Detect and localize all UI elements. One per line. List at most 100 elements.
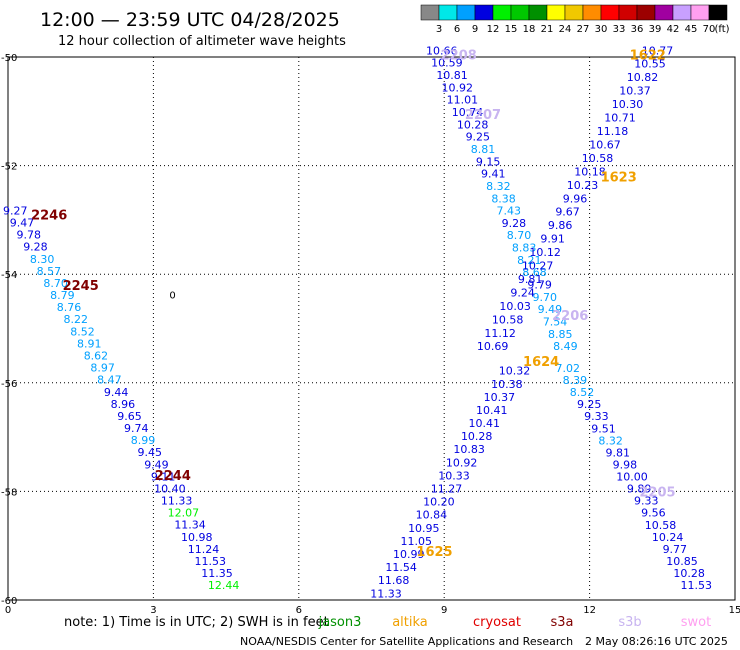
track-1622: 10.7710.5510.8210.3710.3010.7111.1810.67…: [477, 44, 673, 353]
wave-height-value: 11.35: [201, 567, 233, 580]
wave-height-value: 10.74: [452, 106, 484, 119]
wave-height-value: 9.77: [663, 543, 688, 556]
pass-label: 2208: [441, 48, 477, 63]
y-tick-label: -50: [1, 53, 17, 64]
colorbar-tick-label: 6: [454, 24, 460, 35]
wave-height-value: 9.15: [476, 155, 501, 168]
x-tick-label: 3: [150, 605, 156, 616]
pass-label: 2207: [465, 108, 501, 123]
pass-label: 2244: [155, 469, 191, 484]
wave-height-value: 9.33: [584, 410, 609, 423]
wave-height-value: 11.27: [431, 483, 463, 496]
wave-height-value: 12.07: [168, 507, 200, 520]
colorbar-tick-label: 39: [649, 24, 662, 35]
wave-height-value: 10.38: [491, 378, 523, 391]
wave-height-value: 8.49: [553, 340, 578, 353]
colorbar-tick-label: 9: [472, 24, 478, 35]
wave-height-value: 10.85: [666, 555, 698, 568]
wave-height-value: 9.45: [137, 446, 162, 459]
y-tick-label: -56: [1, 379, 17, 390]
wave-height-value: 7.54: [543, 316, 568, 329]
wave-height-value: 10.12: [529, 246, 561, 259]
wave-height-value: 9.79: [527, 279, 552, 292]
wave-height-value: 11.54: [385, 561, 417, 574]
wave-height-value: 8.99: [131, 434, 156, 447]
colorbar-swatch: [600, 4, 620, 21]
wave-height-value: 10.32: [499, 365, 531, 378]
colorbar-swatch: [654, 4, 674, 21]
pass-label: 1622: [630, 48, 666, 63]
wave-height-value: 9.98: [613, 458, 638, 471]
wave-height-value: 10.27: [522, 260, 554, 273]
map-title: 12:00 — 23:59 UTC 04/28/2025: [40, 9, 340, 31]
wave-height-value: 8.91: [77, 337, 102, 350]
wave-height-value: 9.74: [124, 422, 149, 435]
wave-height-value: 11.24: [188, 543, 220, 556]
wave-height-value: 11.33: [161, 495, 193, 508]
colorbar-tick-label: 12: [487, 24, 500, 35]
y-tick-label: -54: [1, 270, 17, 281]
wave-height-value: 10.84: [416, 509, 448, 522]
wave-height-value: 9.89: [627, 483, 652, 496]
colorbar-tick-label: 36: [631, 24, 644, 35]
pass-label: 2245: [63, 279, 99, 294]
wave-height-value: 8.47: [97, 374, 122, 387]
colorbar-swatch: [618, 4, 638, 21]
wave-height-value: 9.25: [577, 398, 602, 411]
wave-height-value: 8.79: [50, 289, 75, 302]
colorbar-swatch: [690, 4, 710, 21]
wave-height-value: 10.98: [181, 531, 213, 544]
colorbar-tick-label: 24: [559, 24, 572, 35]
wave-height-value: 10.41: [469, 417, 501, 430]
colorbar-tick-label: 27: [577, 24, 590, 35]
wave-height-value: 10.23: [567, 179, 599, 192]
wave-height-value: 9.81: [605, 446, 630, 459]
wave-height-value: 10.37: [484, 391, 516, 404]
colorbar-tick-label: 30: [595, 24, 608, 35]
wave-height-value: 9.27: [3, 204, 28, 217]
wave-height-value: 8.39: [563, 374, 588, 387]
y-tick-label: -58: [1, 487, 17, 498]
wave-height-value: 11.33: [370, 587, 402, 600]
satellite-legend-item: s3b: [618, 615, 641, 630]
satellite-legend-item: jason3: [318, 615, 362, 630]
wave-height-value: 9.67: [555, 206, 580, 219]
x-tick-label: 0: [5, 605, 11, 616]
pass-label: 2205: [639, 485, 675, 500]
pass-labels: 2208 1622 2207 1623 2246 2245 2206 1624 2244 2205…: [31, 48, 675, 560]
wave-height-value: 10.92: [441, 81, 473, 94]
wave-height-value: 9.28: [502, 217, 527, 230]
wave-height-value: 10.28: [461, 430, 493, 443]
timestamp: 2 May 08:26:16 UTC 2025: [585, 635, 728, 648]
wave-height-value: 9.70: [533, 291, 558, 304]
wave-height-value: 8.76: [57, 301, 82, 314]
wave-height-value: 9.51: [591, 422, 616, 435]
wave-height-value: 11.53: [194, 555, 226, 568]
colorbar-swatch: [438, 4, 458, 21]
wave-height-value: 9.91: [540, 233, 565, 246]
wave-height-value: 9.81: [518, 273, 543, 286]
wave-height-value: 10.77: [642, 44, 674, 57]
wave-height-value: 10.58: [645, 519, 677, 532]
wave-height-value: 8.52: [70, 325, 95, 338]
colorbar-tick-label: 15: [505, 24, 518, 35]
wave-height-value: 10.20: [423, 496, 455, 509]
wave-height-value: 10.67: [589, 138, 621, 151]
wave-height-value: 10.83: [453, 443, 485, 456]
wave-height-value: 10.18: [574, 165, 606, 178]
satellite-legend-item: swot: [681, 615, 711, 630]
wave-height-value: 10.59: [431, 57, 463, 70]
pass-label: 2246: [31, 208, 67, 223]
wave-height-value: 8.85: [548, 328, 573, 341]
wave-height-value: 10.00: [616, 471, 648, 484]
wave-height-value: 11.34: [174, 519, 206, 532]
wave-height-value: 9.24: [510, 286, 535, 299]
colorbar-swatch: [708, 4, 728, 21]
colorbar-tick-label: 42: [667, 24, 680, 35]
wave-height-value: 7.02: [556, 362, 581, 375]
wave-height-value: 10.69: [477, 340, 509, 353]
wave-height-value: 9.56: [641, 507, 666, 520]
wave-height-value: 8.96: [111, 398, 136, 411]
colorbar-tick-label: 3: [436, 24, 442, 35]
wave-height-value: 8.81: [471, 143, 496, 156]
